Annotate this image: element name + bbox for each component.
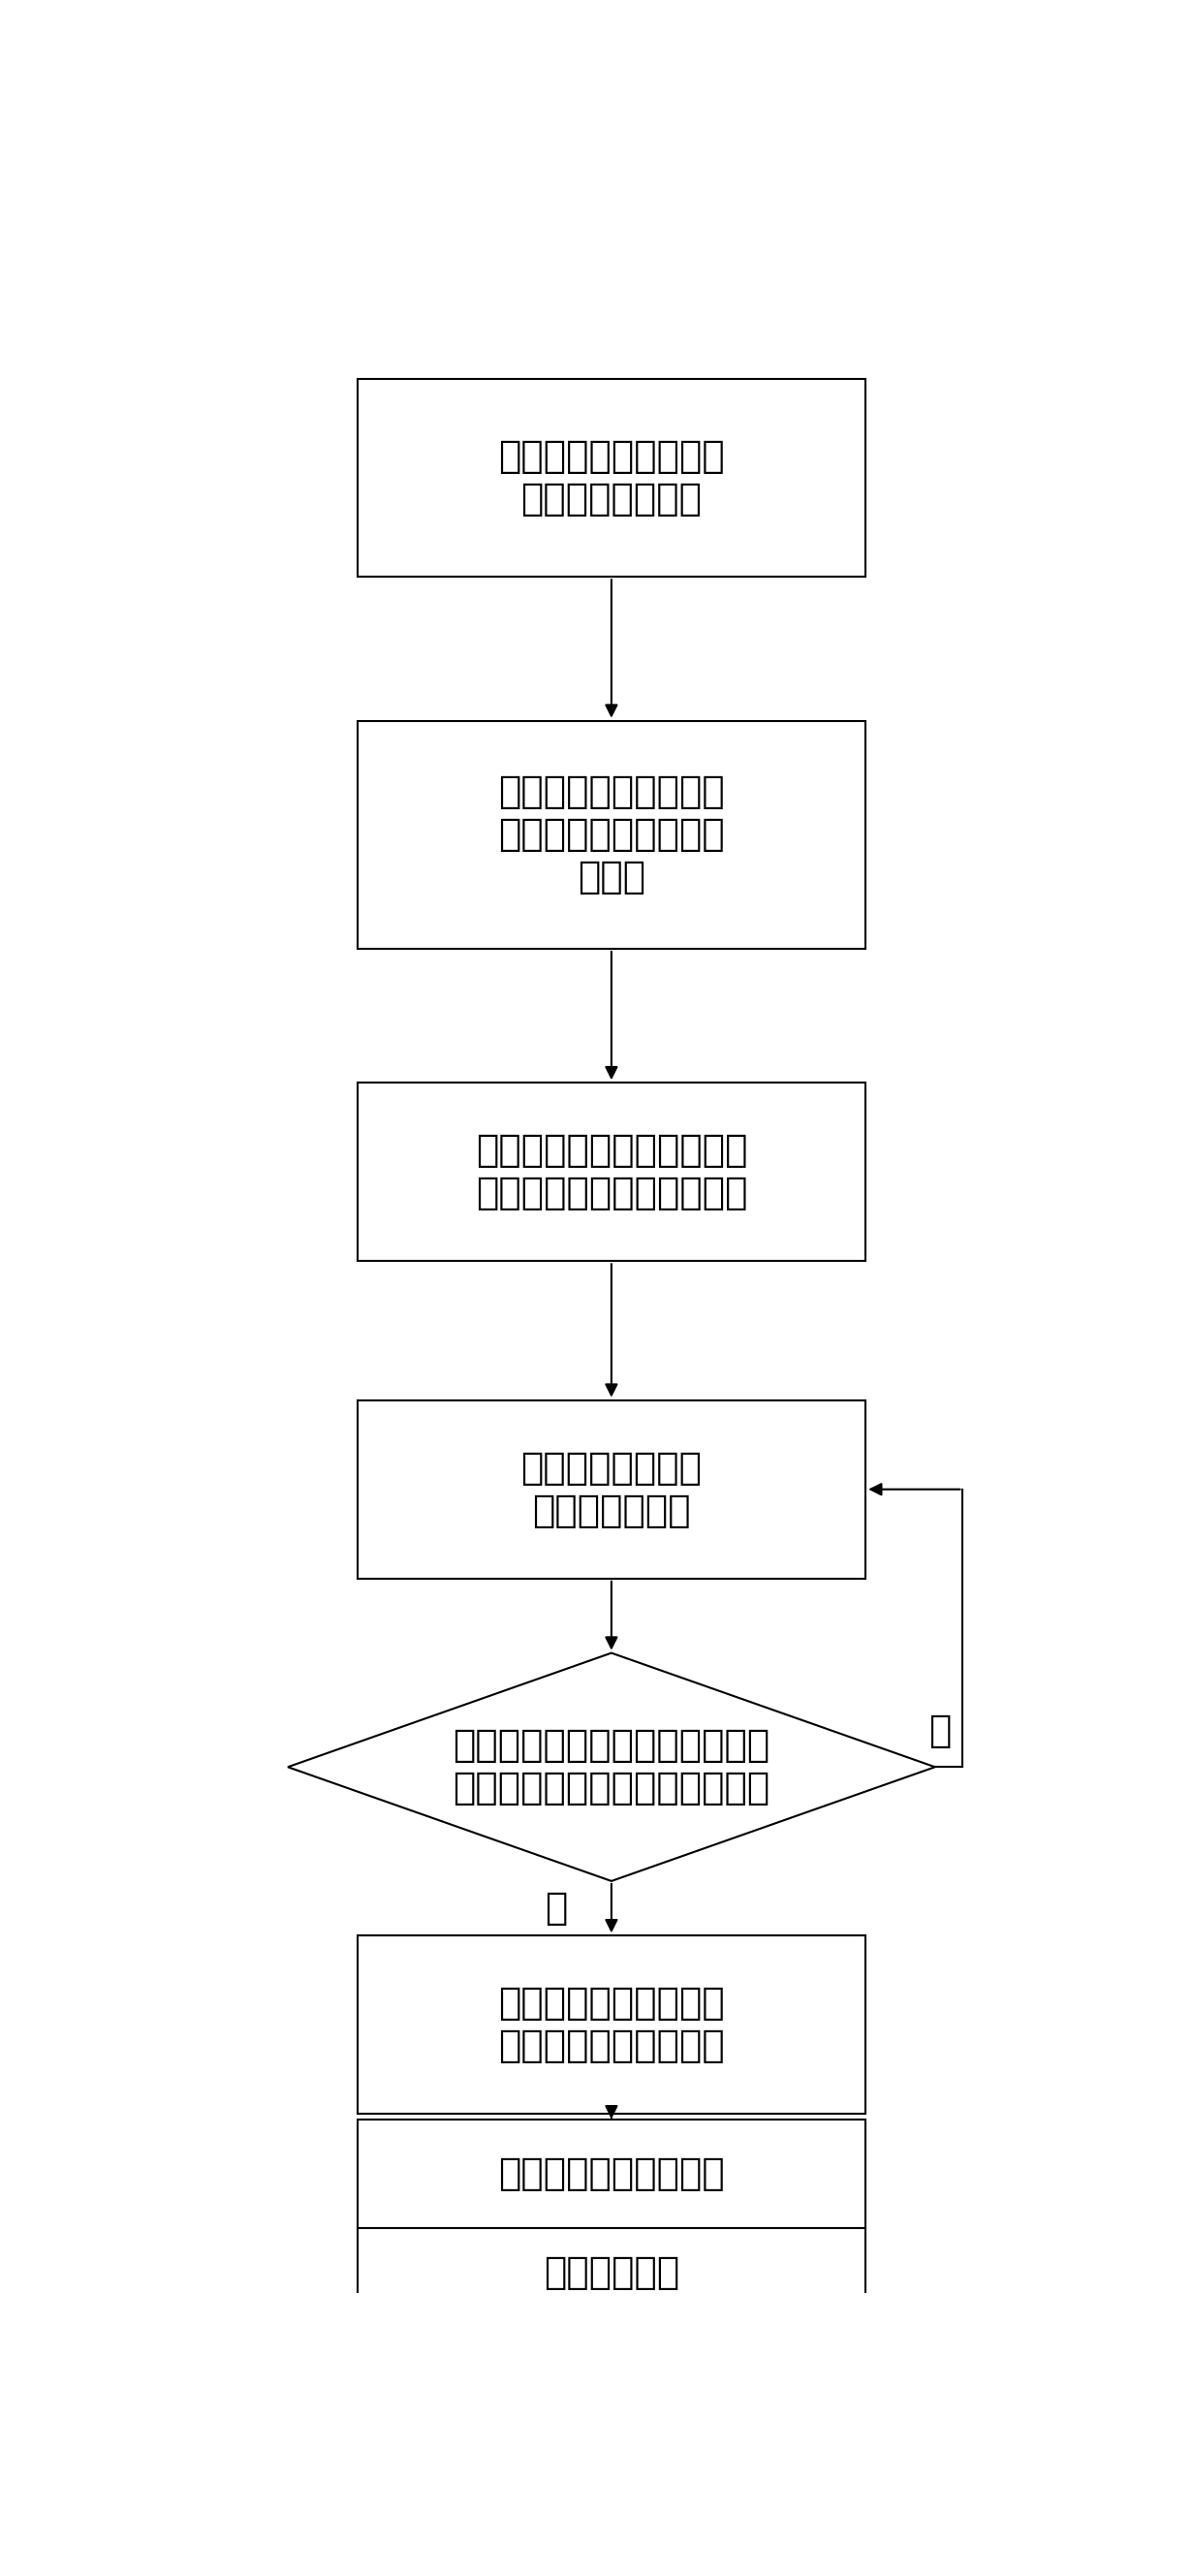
Text: 调节多孔转盘转速及通
光孔分布，得到斩光或
稳态光: 调节多孔转盘转速及通 光孔分布，得到斩光或 稳态光 — [499, 773, 724, 896]
Text: 加载滤波片，得到特定
光谱范围的太阳光: 加载滤波片，得到特定 光谱范围的太阳光 — [499, 438, 724, 518]
Text: 否: 否 — [928, 1713, 951, 1749]
Text: 移动纵向平移台，使标准硅
基电池位于斩光的光路中心: 移动纵向平移台，使标准硅 基电池位于斩光的光路中心 — [476, 1133, 747, 1211]
Text: 测试样品的电化学特性: 测试样品的电化学特性 — [499, 2156, 724, 2192]
Text: 移动纵向平移台，使样
品位于斩光的光路中心: 移动纵向平移台，使样 品位于斩光的光路中心 — [499, 1986, 724, 2063]
FancyBboxPatch shape — [357, 2120, 866, 2228]
FancyBboxPatch shape — [357, 721, 866, 948]
FancyBboxPatch shape — [357, 1399, 866, 1579]
Text: 标准硅基电池的光电流与预定的
测试光强对应的光电流是否相等: 标准硅基电池的光电流与预定的 测试光强对应的光电流是否相等 — [453, 1728, 769, 1806]
FancyBboxPatch shape — [357, 2228, 866, 2318]
Polygon shape — [288, 1654, 935, 1880]
Text: 移动横向平移台，
以调整测试光强: 移动横向平移台， 以调整测试光强 — [521, 1450, 701, 1530]
FancyBboxPatch shape — [357, 1082, 866, 1262]
FancyBboxPatch shape — [357, 379, 866, 577]
FancyBboxPatch shape — [357, 1935, 866, 2115]
Text: 处理测试数据: 处理测试数据 — [544, 2254, 679, 2290]
Text: 是: 是 — [545, 1891, 567, 1927]
